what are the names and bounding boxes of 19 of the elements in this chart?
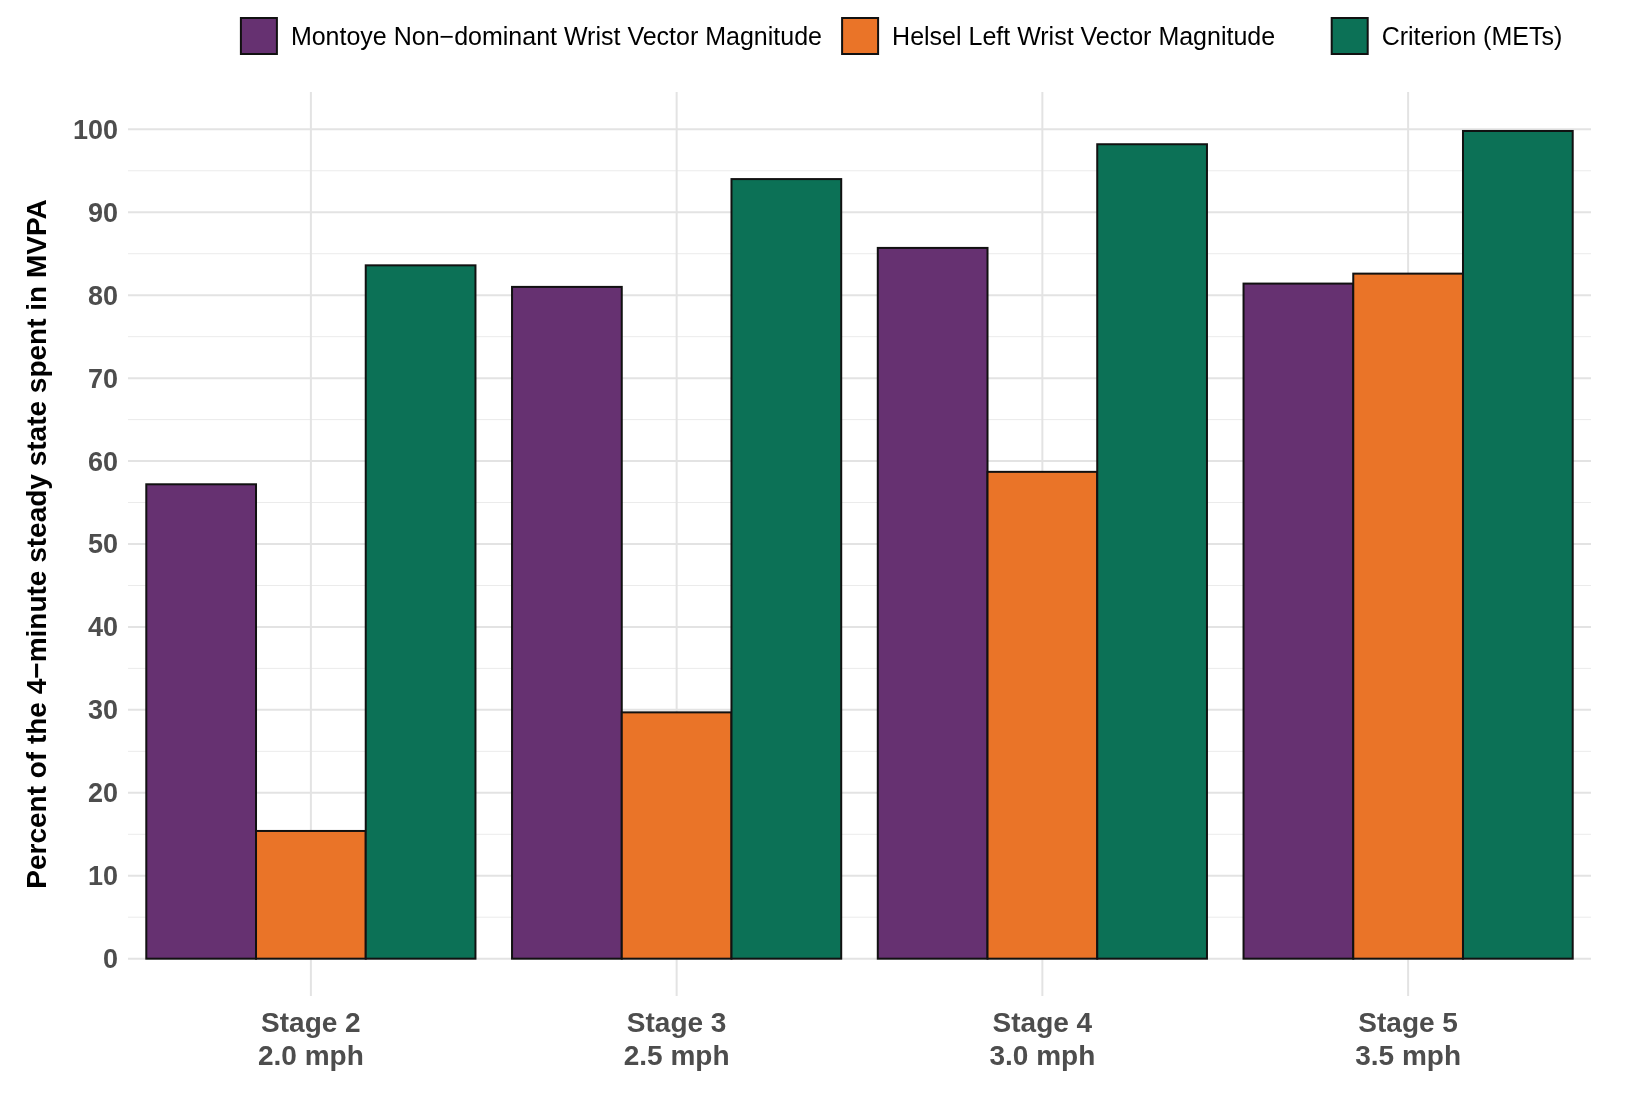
x-tick-label: Stage 4 3.0 mph	[989, 1007, 1096, 1071]
x-tick-label: Stage 2 2.0 mph	[257, 1007, 364, 1071]
y-tick-label: 70	[87, 363, 118, 394]
y-tick-label: 60	[87, 446, 118, 477]
legend-label: Montoye Non−dominant Wrist Vector Magnitude	[290, 21, 822, 50]
y-tick-label: 80	[87, 280, 118, 311]
y-tick-label: 30	[87, 695, 118, 726]
y-tick-label: 50	[87, 529, 118, 560]
y-tick-label: 10	[87, 861, 118, 892]
legend-label: Helsel Left Wrist Vector Magnitude	[892, 21, 1276, 50]
y-tick-label: 40	[87, 612, 118, 643]
y-tick-label: 90	[87, 197, 118, 228]
x-tick-label: Stage 5 3.5 mph	[1355, 1007, 1462, 1071]
y-tick-label: 0	[102, 944, 118, 975]
legend-label: Criterion (METs)	[1381, 21, 1563, 50]
y-tick-label: 20	[87, 778, 118, 809]
y-axis-title: Percent of the 4−minute steady state spent in MVPA	[21, 199, 52, 889]
y-tick-label: 100	[72, 114, 118, 145]
x-tick-label: Stage 3 2.5 mph	[623, 1007, 730, 1071]
